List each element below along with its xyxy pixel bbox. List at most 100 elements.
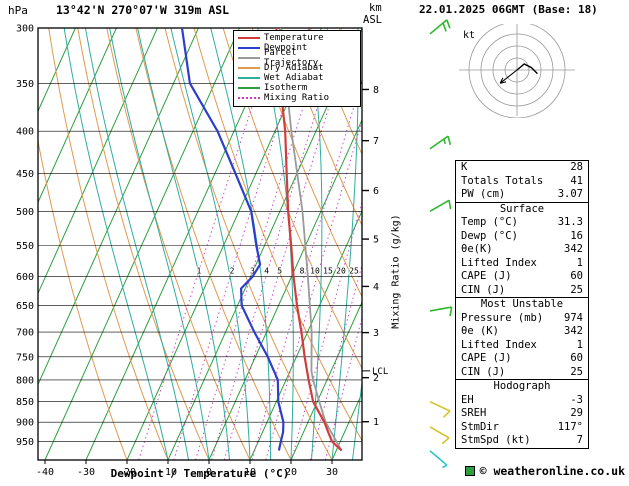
index-row-sreh: SREH 29 <box>456 407 588 421</box>
index-label: θe(K) <box>461 243 493 255</box>
km-tick-label: 8 <box>373 85 379 96</box>
index-value: 7 <box>576 434 583 446</box>
wind-barb <box>429 400 451 418</box>
mixing-ratio-value-label: 15 <box>323 267 333 276</box>
mixing-ratio-value-label: 8 <box>300 267 305 276</box>
pressure-tick-label: 750 <box>16 352 34 363</box>
legend-item-isotherm: Isotherm <box>238 83 356 93</box>
index-value: 28 <box>570 161 583 173</box>
index-value: 342 <box>564 325 583 337</box>
index-value: 60 <box>570 270 583 282</box>
pressure-tick-label: 600 <box>16 272 34 283</box>
index-row-mu-lifted-index: Lifted Index 1 <box>456 339 588 353</box>
pressure-axis-unit: hPa <box>8 4 28 17</box>
km-tick-label: 5 <box>373 235 379 246</box>
wind-barb <box>429 199 452 212</box>
index-label: Lifted Index <box>461 256 537 269</box>
index-row-mu-thetae: θe (K) 342 <box>456 325 588 339</box>
pressure-tick-label: 400 <box>16 127 34 138</box>
index-row-mu-pressure: Pressure (mb) 974 <box>456 312 588 326</box>
index-label: Pressure (mb) <box>461 311 544 324</box>
index-label: CAPE (J) <box>461 352 512 364</box>
mixing-ratio-value-label: 4 <box>264 267 269 276</box>
mixing-ratio-value-label: 1 <box>196 267 201 276</box>
pressure-tick-label: 700 <box>16 328 34 339</box>
section-title-hodograph: Hodograph <box>456 379 588 394</box>
index-row-surface-cin: CIN (J) 25 <box>456 284 588 298</box>
index-value: 25 <box>570 283 583 296</box>
parcel-line-swatch <box>238 57 260 59</box>
index-label: StmSpd (kt) <box>461 434 531 446</box>
index-value: 974 <box>564 311 583 324</box>
temperature-tick-label: 10 <box>244 467 256 478</box>
dewpoint-line-swatch <box>238 47 260 49</box>
index-value: 3.07 <box>557 188 583 200</box>
legend-label: Dewpoint <box>264 43 308 53</box>
station-title: 13°42'N 270°07'W 319m ASL <box>56 3 230 17</box>
index-value: 29 <box>570 407 583 419</box>
index-row-stmdir: StmDir 117° <box>456 421 588 435</box>
index-value: 342 <box>564 243 583 255</box>
dry-adiabat-line-swatch <box>238 67 260 69</box>
indices-panel: K 28 Totals Totals 41 PW (cm) 3.07 Surface … <box>455 160 589 449</box>
altitude-axis-unit-asl: ASL <box>363 14 382 26</box>
index-label: CAPE (J) <box>461 270 512 282</box>
km-tick-label: 1 <box>373 417 379 428</box>
index-row-surface-dewp: Dewp (°C) 16 <box>456 230 588 244</box>
legend-label: Wet Adiabat <box>264 73 324 83</box>
wind-barb <box>429 19 451 35</box>
legend-item-dewpoint: Dewpoint <box>238 43 356 53</box>
isotherm-line-swatch <box>238 87 260 89</box>
index-label: CIN (J) <box>461 365 506 378</box>
index-row-surface-thetae: θe(K) 342 <box>456 243 588 257</box>
index-label: Temp (°C) <box>461 216 518 228</box>
legend-item-dry-adiabat: Dry Adiabat <box>238 63 356 73</box>
temperature-tick-label: 0 <box>206 467 212 478</box>
index-label: Totals Totals <box>461 174 544 187</box>
watermark-text: © weatheronline.co.uk <box>479 464 625 478</box>
index-row-surface-cape: CAPE (J) 60 <box>456 270 588 284</box>
section-title-most-unstable: Most Unstable <box>456 297 588 312</box>
section-title-surface: Surface <box>456 201 588 217</box>
index-label: PW (cm) <box>461 188 506 200</box>
mixing-ratio-value-label: 20 <box>336 267 346 276</box>
pressure-tick-label: 300 <box>16 24 34 35</box>
temperature-tick-label: -40 <box>36 467 54 478</box>
index-row-totals-totals: Totals Totals 41 <box>456 175 588 189</box>
pressure-tick-label: 650 <box>16 301 34 312</box>
temperature-tick-label: -10 <box>159 467 177 478</box>
km-tick-label: 4 <box>373 282 379 293</box>
legend: Temperature Dewpoint Parcel Trajectory D… <box>233 30 361 107</box>
temperature-tick-label: 20 <box>285 467 297 478</box>
index-label: CIN (J) <box>461 283 506 296</box>
pressure-tick-label: 800 <box>16 375 34 386</box>
index-row-mu-cin: CIN (J) 25 <box>456 366 588 380</box>
legend-item-temperature: Temperature <box>238 33 356 43</box>
watermark: © weatheronline.co.uk <box>425 464 625 478</box>
hodograph-trace <box>516 63 538 75</box>
index-value: 117° <box>557 420 583 433</box>
wind-barb <box>429 306 453 317</box>
legend-item-wet-adiabat: Wet Adiabat <box>238 73 356 83</box>
index-value: 16 <box>570 229 583 242</box>
hodograph <box>459 24 575 118</box>
wind-barb <box>429 135 452 150</box>
legend-item-parcel-trajectory: Parcel Trajectory <box>238 48 356 68</box>
wind-barb <box>429 426 450 445</box>
legend-label: Dry Adiabat <box>264 63 324 73</box>
legend-label: Isotherm <box>264 83 308 93</box>
index-value: 1 <box>576 338 583 351</box>
legend-label: Mixing Ratio <box>264 93 330 103</box>
index-row-surface-temp: Temp (°C) 31.3 <box>456 216 588 230</box>
index-row-mu-cape: CAPE (J) 60 <box>456 352 588 366</box>
index-label: K <box>461 161 468 173</box>
index-value: 25 <box>570 365 583 378</box>
temperature-tick-label: -20 <box>118 467 136 478</box>
index-row-surface-lifted-index: Lifted Index 1 <box>456 257 588 271</box>
index-value: 41 <box>570 174 583 187</box>
series-temperature <box>275 28 343 452</box>
mixing-ratio-value-label: 10 <box>310 267 320 276</box>
mixing-ratio-line-swatch <box>238 97 260 99</box>
temperature-tick-label: -30 <box>77 467 95 478</box>
